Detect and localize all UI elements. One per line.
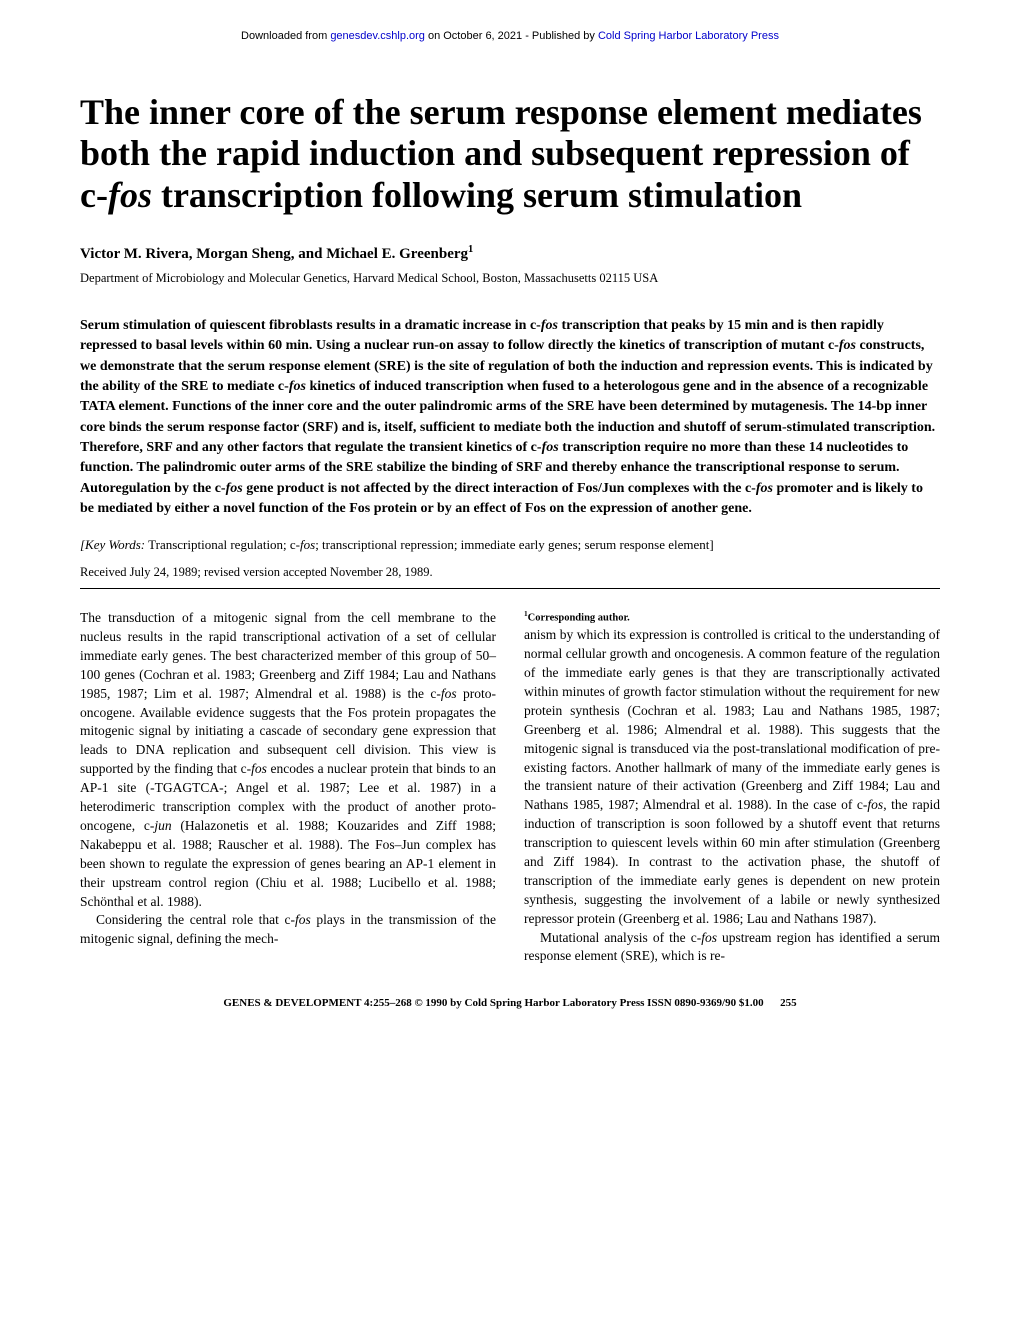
body-paragraph-3: anism by which its expression is control… bbox=[524, 626, 940, 928]
header-prefix: Downloaded from bbox=[241, 30, 330, 42]
corresponding-author-footnote: 1Corresponding author. bbox=[524, 609, 940, 626]
authors-line: Victor M. Rivera, Morgan Sheng, and Mich… bbox=[80, 244, 940, 263]
affiliation-line: Department of Microbiology and Molecular… bbox=[80, 271, 940, 286]
article-title: The inner core of the serum response ele… bbox=[80, 92, 940, 216]
body-text: The transduction of a mitogenic signal f… bbox=[80, 609, 940, 967]
footer-page-number: 255 bbox=[780, 997, 797, 1009]
body-paragraph-4: Mutational analysis of the c-fos upstrea… bbox=[524, 929, 940, 967]
download-header: Downloaded from genesdev.cshlp.org on Oc… bbox=[80, 30, 940, 42]
header-middle: on October 6, 2021 - Published by bbox=[425, 30, 598, 42]
header-link-publisher[interactable]: Cold Spring Harbor Laboratory Press bbox=[598, 30, 779, 42]
page-footer: GENES & DEVELOPMENT 4:255–268 © 1990 by … bbox=[80, 997, 940, 1009]
footnote-text: Corresponding author. bbox=[528, 613, 630, 624]
body-paragraph-2: Considering the central role that c-fos … bbox=[80, 911, 496, 949]
authors-names: Victor M. Rivera, Morgan Sheng, and Mich… bbox=[80, 246, 468, 262]
section-divider bbox=[80, 588, 940, 589]
keywords-line: [Key Words: Transcriptional regulation; … bbox=[80, 537, 940, 553]
received-line: Received July 24, 1989; revised version … bbox=[80, 565, 940, 580]
title-part2: transcription following serum stimulatio… bbox=[152, 175, 802, 215]
footer-citation: GENES & DEVELOPMENT 4:255–268 © 1990 by … bbox=[223, 997, 763, 1009]
authors-superscript: 1 bbox=[468, 244, 473, 255]
body-paragraph-1: The transduction of a mitogenic signal f… bbox=[80, 609, 496, 911]
title-italic-fos: fos bbox=[108, 175, 152, 215]
abstract-block: Serum stimulation of quiescent fibroblas… bbox=[80, 316, 940, 519]
keywords-label: [Key Words: bbox=[80, 537, 145, 552]
header-link-source[interactable]: genesdev.cshlp.org bbox=[330, 30, 425, 42]
